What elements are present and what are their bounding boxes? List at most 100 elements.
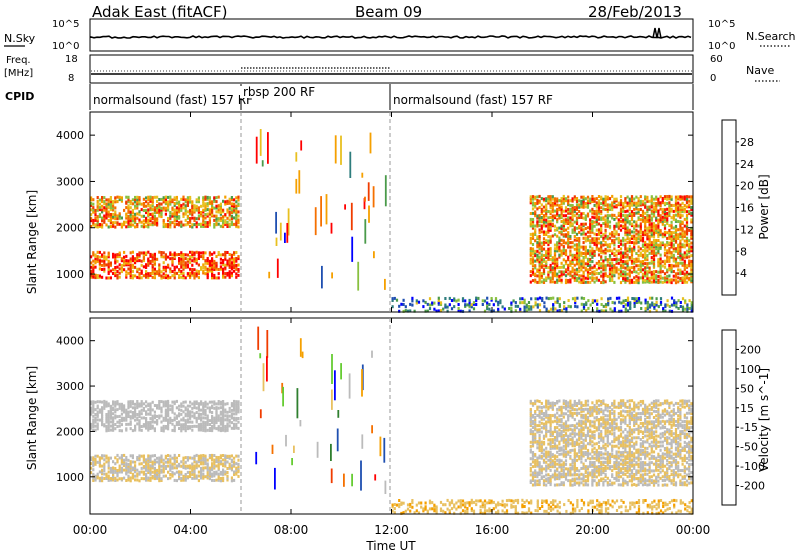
range-gate-cell — [444, 305, 447, 309]
range-gate-cell — [228, 224, 231, 228]
range-gate-cell — [208, 419, 211, 423]
range-gate-cell — [573, 206, 576, 209]
range-gate-cell — [677, 261, 680, 265]
range-gate-cell — [602, 197, 605, 201]
range-gate-cell — [219, 402, 222, 406]
range-gate-cell — [189, 456, 192, 460]
range-gate-cell — [226, 416, 229, 420]
range-gate-cell — [464, 501, 467, 505]
range-gate-cell — [571, 222, 574, 226]
range-gate-cell — [547, 276, 550, 280]
range-gate-cell — [591, 239, 594, 243]
range-gate-cell — [149, 424, 152, 428]
range-gate-cell — [597, 247, 601, 251]
range-gate-cell — [486, 305, 489, 309]
range-gate-cell — [556, 509, 559, 513]
range-gate-cell — [147, 421, 150, 425]
range-gate-cell — [136, 202, 139, 206]
range-gate-cell — [582, 265, 585, 269]
range-gate-cell — [173, 427, 176, 430]
range-gate-cell — [211, 411, 214, 414]
range-gate-cell — [184, 210, 187, 214]
range-gate-cell — [114, 261, 117, 265]
range-gate-cell — [624, 205, 627, 209]
range-gate-cell — [180, 204, 183, 208]
range-gate-cell — [182, 274, 185, 277]
range-gate-cell — [215, 418, 218, 422]
range-gate-cell — [193, 472, 196, 476]
range-gate-cell — [580, 262, 583, 266]
range-gate-cell — [604, 305, 608, 309]
range-gate-cell — [153, 257, 156, 261]
range-gate-cell — [641, 272, 645, 276]
range-gate-cell — [562, 247, 565, 251]
range-gate-cell — [538, 262, 541, 266]
range-gate-cell — [215, 206, 218, 210]
range-gate-cell — [131, 400, 134, 404]
range-gate-cell — [683, 235, 686, 238]
range-gate-cell — [162, 206, 165, 210]
range-gate-cell — [226, 424, 229, 428]
range-gate-cell — [94, 218, 97, 222]
range-gate-cell — [224, 408, 227, 412]
range-gate-cell — [158, 474, 161, 478]
range-gate-cell — [684, 301, 687, 305]
range-gate-cell — [138, 402, 141, 406]
range-gate-cell — [683, 243, 686, 247]
range-gate-cell — [213, 458, 216, 462]
range-gate-cell — [230, 204, 233, 207]
range-gate-cell — [622, 251, 625, 255]
range-gate-cell — [213, 424, 216, 428]
range-gate-cell — [215, 263, 218, 267]
range-gate-cell — [228, 197, 231, 201]
range-gate-cell — [683, 265, 686, 269]
range-gate-cell — [147, 257, 150, 261]
range-gate-cell — [156, 468, 159, 472]
range-gate-cell — [217, 204, 220, 208]
range-gate-cell — [622, 500, 625, 504]
range-gate-cell — [98, 274, 101, 278]
range-gate-cell — [112, 268, 115, 272]
range-gate-cell — [160, 420, 163, 424]
range-gate-cell — [125, 458, 128, 462]
range-gate-cell — [230, 265, 233, 269]
range-gate-cell — [178, 427, 181, 430]
range-gate-cell — [120, 199, 123, 203]
range-gate-cell — [604, 214, 607, 218]
range-gate-cell — [606, 245, 609, 249]
range-gate-cell — [226, 208, 229, 212]
range-gate-cell — [162, 275, 165, 279]
range-gate-cell — [626, 247, 629, 251]
range-gate-cell — [690, 208, 693, 212]
range-gate-cell — [629, 501, 632, 505]
range-gate-cell — [94, 259, 97, 263]
range-gate-cell — [650, 245, 653, 248]
range-gate-cell — [584, 249, 587, 253]
range-gate-cell — [211, 421, 214, 425]
range-gate-cell — [136, 206, 139, 210]
range-gate-cell — [587, 503, 590, 507]
range-gate-cell — [127, 474, 130, 478]
range-gate-cell — [630, 266, 634, 270]
range-gate-cell — [657, 501, 660, 505]
range-gate-cell — [158, 414, 161, 418]
range-gate-cell — [529, 411, 532, 415]
range-gate-cell — [529, 241, 532, 245]
range-gate-cell — [562, 233, 565, 237]
sky-count-line — [90, 35, 692, 39]
range-gate-cell — [409, 302, 412, 306]
range-gate-cell — [197, 206, 200, 210]
range-gate-cell — [230, 426, 233, 430]
range-gate-cell — [626, 204, 629, 207]
range-gate-cell — [633, 301, 636, 305]
range-gate-cell — [659, 230, 662, 234]
range-gate-cell — [549, 509, 553, 512]
range-gate-cell — [584, 245, 587, 249]
range-gate-cell — [149, 466, 152, 470]
range-gate-cell — [98, 464, 101, 468]
range-gate-cell — [624, 247, 627, 251]
range-gate-cell — [189, 473, 192, 476]
beam-title: Beam 09 — [355, 3, 422, 21]
range-gate-cell — [134, 418, 137, 422]
range-gate-cell — [626, 296, 630, 300]
